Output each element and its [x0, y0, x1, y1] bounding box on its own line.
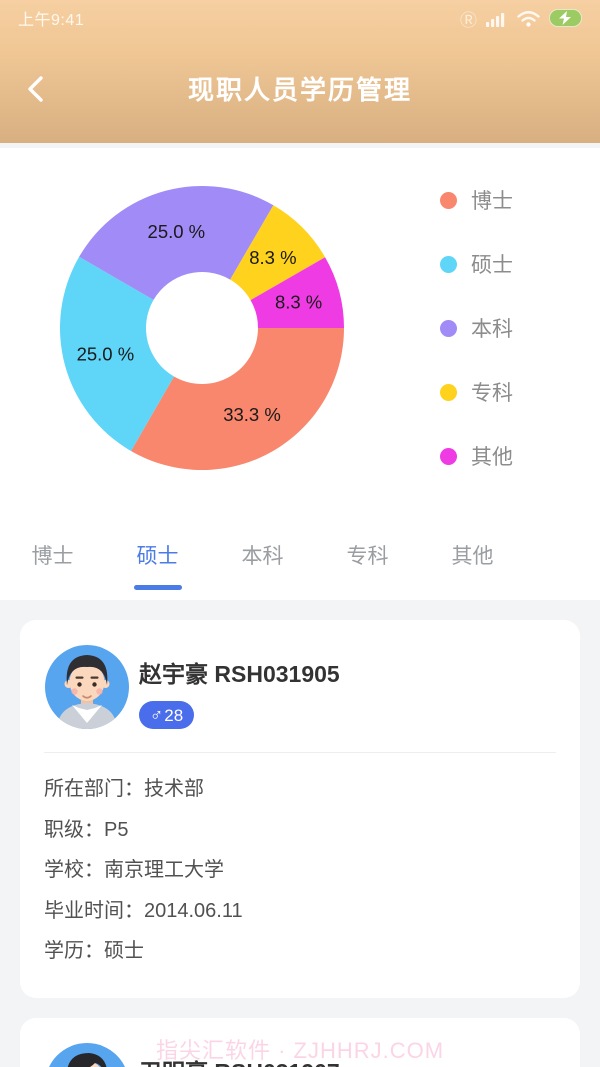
employee-card-header: 赵宇豪 RSH031905 ♂ 28 [20, 620, 580, 729]
legend-label: 其他 [471, 446, 513, 469]
slice-label: 25.0 % [77, 343, 135, 364]
legend-item-shuoshi[interactable]: 硕士 [440, 252, 513, 277]
employee-name: 卫明豪 RSH031907 [139, 1057, 340, 1067]
legend-label: 专科 [471, 382, 513, 405]
legend-dot-icon [440, 191, 457, 209]
donut-slice-本科[interactable] [79, 186, 274, 300]
avatar [45, 645, 129, 729]
employee-card[interactable]: 卫明豪 RSH031907 [20, 1018, 580, 1067]
status-bar: 上午9:41 Ⓡ [0, 0, 600, 36]
app-header: 上午9:41 Ⓡ [0, 0, 600, 143]
roaming-r-icon: Ⓡ [460, 10, 477, 30]
employee-name: 赵宇豪 RSH031905 [139, 661, 340, 687]
chart-panel: 33.3 % 25.0 % 25.0 % 8.3 % 8.3 % 博士 硕士 本科 专科… [0, 148, 600, 600]
nav-bar: 现职人员学历管理 [0, 36, 600, 141]
donut-slice-硕士[interactable] [59, 256, 174, 451]
legend-label: 博士 [471, 190, 513, 213]
education-tab-bar: 博士 硕士 本科 专科 其他 [0, 510, 600, 600]
employee-fields: 所在部门：技术部 职级：P5 学校：南京理工大学 毕业时间：2014.06.11… [20, 753, 580, 972]
legend-label: 本科 [471, 318, 513, 341]
legend-label: 硕士 [471, 254, 513, 277]
donut-chart: 33.3 % 25.0 % 25.0 % 8.3 % 8.3 % [59, 186, 344, 470]
page-title: 现职人员学历管理 [187, 75, 412, 105]
employee-head-info: 卫明豪 RSH031907 [139, 1043, 340, 1067]
status-time: 上午9:41 [18, 12, 85, 29]
field-graduation-date: 毕业时间：2014.06.11 [44, 899, 243, 922]
legend-dot-icon [440, 255, 457, 273]
employee-card[interactable]: 赵宇豪 RSH031905 ♂ 28 所在部门：技术部 职级：P5 学校：南京理… [20, 620, 580, 998]
legend-item-zhuanke[interactable]: 专科 [440, 380, 513, 405]
field-department: 所在部门：技术部 [44, 778, 204, 800]
gender-age-badge: ♂ 28 [139, 701, 194, 729]
male-icon: ♂ [149, 705, 164, 725]
field-grade: 职级：P5 [44, 818, 129, 841]
employee-card-header: 卫明豪 RSH031907 [20, 1018, 580, 1067]
donut-slice-其他[interactable] [250, 257, 344, 328]
legend-item-benke[interactable]: 本科 [440, 316, 513, 341]
legend-dot-icon [440, 383, 457, 401]
tab-shuoshi[interactable]: 硕士 [105, 510, 210, 600]
donut-slice-博士[interactable] [131, 328, 344, 470]
field-education: 学历：硕士 [44, 940, 144, 962]
card-divider [44, 752, 556, 753]
battery-charging-icon [549, 9, 582, 27]
legend-dot-icon [440, 319, 457, 337]
back-button[interactable] [22, 73, 50, 105]
employee-age: 28 [164, 705, 184, 725]
slice-label: 8.3 % [275, 292, 322, 313]
slice-label: 33.3 % [223, 404, 281, 425]
slice-label: 25.0 % [148, 221, 206, 242]
legend-item-boshi[interactable]: 博士 [440, 188, 513, 213]
avatar [49, 1043, 125, 1067]
tab-qita[interactable]: 其他 [451, 545, 494, 568]
legend-dot-icon [440, 447, 457, 465]
chart-legend: 博士 硕士 本科 专科 其他 [440, 188, 513, 508]
wifi-icon [517, 10, 540, 27]
slice-label: 8.3 % [249, 247, 296, 268]
field-school: 学校：南京理工大学 [44, 859, 224, 881]
tab-boshi[interactable]: 博士 [31, 545, 74, 568]
tab-zhuanke[interactable]: 专科 [346, 545, 389, 568]
status-icons: Ⓡ [460, 6, 582, 31]
employee-head-info: 赵宇豪 RSH031905 ♂ 28 [139, 645, 340, 729]
tab-benke[interactable]: 本科 [241, 545, 284, 568]
legend-item-qita[interactable]: 其他 [440, 444, 513, 469]
donut-slice-专科[interactable] [230, 205, 326, 301]
signal-icon [486, 12, 505, 27]
